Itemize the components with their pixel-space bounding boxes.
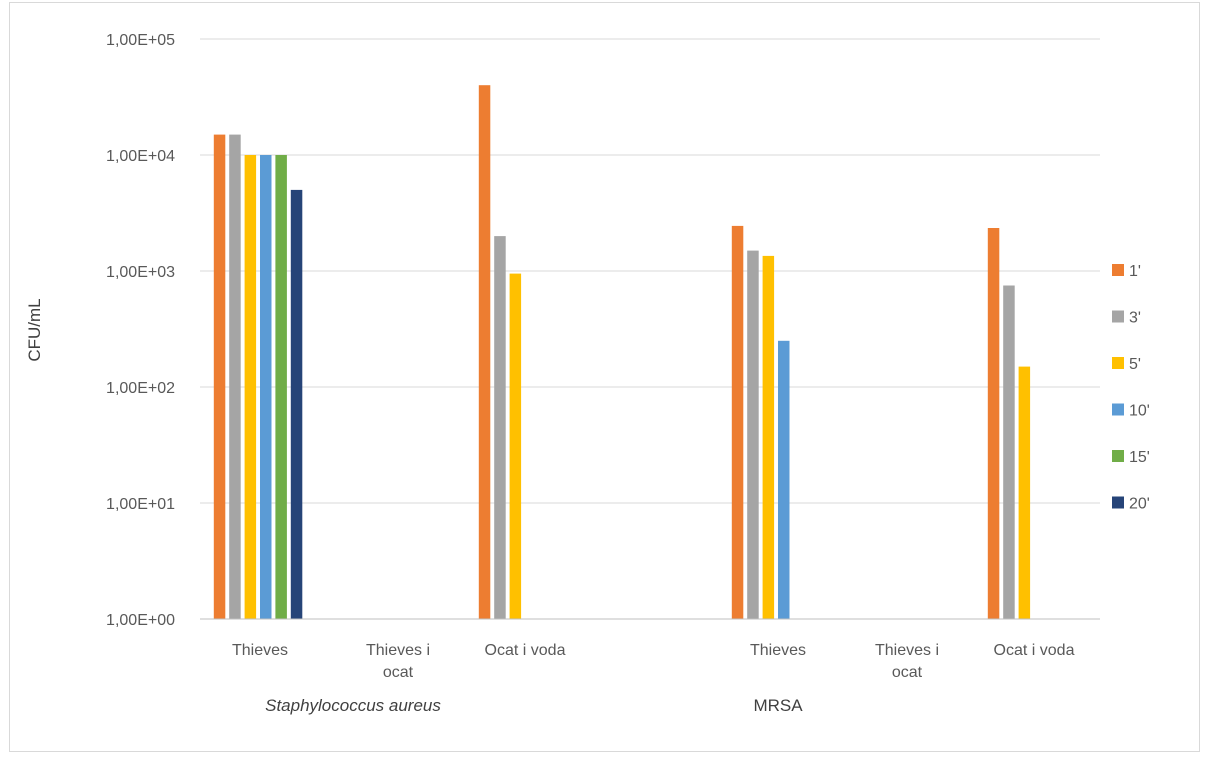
bar bbox=[1018, 366, 1031, 619]
y-tick-label: 1,00E+05 bbox=[106, 32, 175, 49]
bar bbox=[260, 155, 272, 619]
legend-label: 5' bbox=[1129, 356, 1141, 373]
y-axis-label: CFU/mL bbox=[25, 298, 44, 361]
bar bbox=[244, 155, 257, 619]
category-label: Thieves i ocat bbox=[366, 642, 430, 681]
legend-swatch bbox=[1112, 496, 1124, 509]
y-tick-label: 1,00E+02 bbox=[106, 380, 175, 397]
legend-swatch bbox=[1112, 450, 1124, 462]
gridlines bbox=[200, 38, 1100, 504]
legend-label: 20' bbox=[1129, 496, 1150, 513]
bar bbox=[290, 189, 303, 619]
y-tick-label: 1,00E+01 bbox=[106, 496, 175, 513]
bar bbox=[494, 236, 506, 619]
group-labels: Staphylococcus aureus MRSA bbox=[265, 696, 803, 715]
category-labels: Thieves Thieves i ocat Ocat i voda Thieves Th… bbox=[232, 642, 1075, 681]
category-label: Thieves i ocat bbox=[875, 642, 939, 681]
category-label: Thieves bbox=[232, 642, 288, 659]
legend-swatch bbox=[1112, 357, 1124, 369]
bar bbox=[509, 273, 522, 619]
chart-frame bbox=[9, 2, 1200, 752]
legend-label: 3' bbox=[1129, 310, 1141, 327]
y-tick-label: 1,00E+03 bbox=[106, 264, 175, 281]
bar bbox=[778, 340, 790, 619]
bar bbox=[762, 255, 775, 619]
group-label: Staphylococcus aureus bbox=[265, 696, 441, 715]
bar bbox=[987, 228, 1000, 619]
legend-label: 1' bbox=[1129, 263, 1141, 280]
bar bbox=[747, 250, 759, 619]
legend-swatch bbox=[1112, 264, 1124, 276]
y-tick-label: 1,00E+00 bbox=[106, 612, 175, 629]
y-tick-label: 1,00E+04 bbox=[106, 148, 175, 165]
category-label: Thieves bbox=[750, 642, 806, 659]
legend: 1' 3' 5' 10' 15' 20' bbox=[1112, 263, 1150, 513]
bar bbox=[1003, 285, 1015, 619]
bar bbox=[229, 134, 241, 619]
bar bbox=[213, 134, 226, 619]
legend-label: 15' bbox=[1129, 449, 1150, 466]
bars bbox=[213, 85, 1031, 619]
bar bbox=[731, 225, 744, 619]
legend-label: 10' bbox=[1129, 403, 1150, 420]
legend-swatch bbox=[1112, 310, 1124, 323]
bar bbox=[275, 155, 287, 619]
category-label: Ocat i voda bbox=[994, 642, 1075, 659]
bar bbox=[478, 85, 491, 619]
group-label: MRSA bbox=[753, 696, 803, 715]
legend-swatch bbox=[1112, 403, 1124, 416]
category-label: Ocat i voda bbox=[485, 642, 566, 659]
y-axis-ticks: 1,00E+00 1,00E+01 1,00E+02 1,00E+03 1,00E+04… bbox=[106, 32, 175, 629]
